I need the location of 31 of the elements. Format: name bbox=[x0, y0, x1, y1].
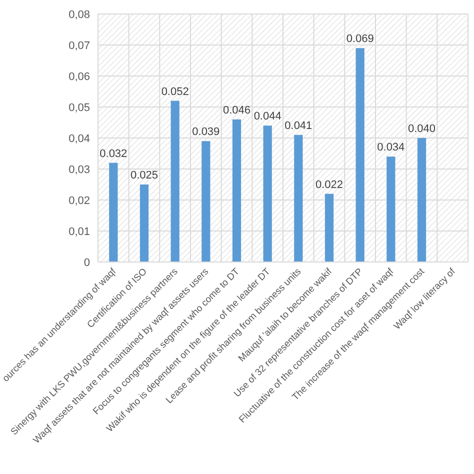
bar bbox=[386, 156, 396, 262]
data-label: 0.046 bbox=[222, 104, 251, 116]
y-tick-label: 0,05 bbox=[68, 102, 90, 114]
data-label: 0.039 bbox=[192, 126, 220, 138]
y-tick-label: 0,06 bbox=[68, 70, 90, 83]
data-label: 0.032 bbox=[100, 148, 128, 160]
data-label: 0.022 bbox=[315, 178, 344, 191]
bar bbox=[202, 141, 210, 262]
bar bbox=[263, 126, 272, 262]
data-label: 0.025 bbox=[130, 170, 158, 182]
y-tick-label: 0,07 bbox=[68, 40, 90, 52]
data-label: 0.041 bbox=[284, 120, 312, 132]
y-tick-label: 0,02 bbox=[68, 194, 90, 207]
bar bbox=[140, 184, 149, 262]
bar bbox=[294, 134, 303, 262]
data-label: 0.069 bbox=[346, 33, 374, 46]
data-label: 0.052 bbox=[161, 86, 189, 98]
bar bbox=[324, 194, 334, 262]
y-tick-label: 0,04 bbox=[68, 132, 90, 145]
data-label: 0.044 bbox=[254, 110, 282, 123]
bar bbox=[417, 138, 426, 262]
y-tick-label: 0,03 bbox=[68, 164, 90, 176]
bar bbox=[232, 119, 242, 262]
data-label: 0.034 bbox=[377, 142, 405, 154]
y-tick-label: 0,01 bbox=[68, 226, 90, 238]
y-tick-label: 0,08 bbox=[68, 8, 90, 21]
bar bbox=[356, 48, 364, 262]
y-tick-label: 0 bbox=[84, 256, 90, 269]
bar bbox=[109, 162, 118, 262]
bar bbox=[170, 100, 180, 262]
data-label: 0.040 bbox=[408, 123, 436, 135]
